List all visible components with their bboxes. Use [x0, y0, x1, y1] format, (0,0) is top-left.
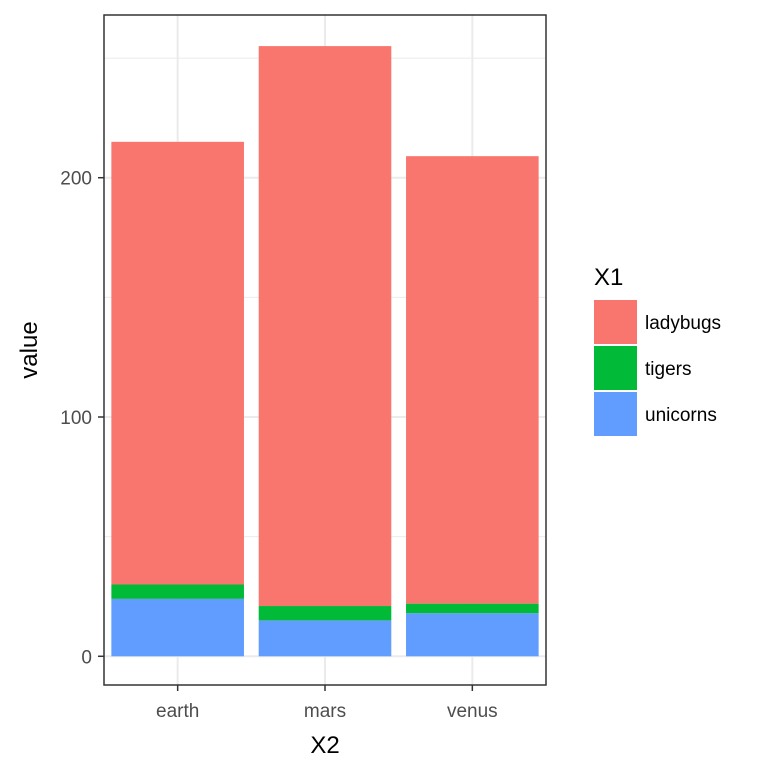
x-tick-label: mars — [304, 701, 346, 722]
bar-mars-unicorns — [258, 620, 392, 657]
legend-label-unicorns: unicorns — [645, 405, 717, 426]
bar-mars-tigers — [258, 606, 392, 621]
legend-title: X1 — [594, 264, 623, 291]
y-axis-title: value — [16, 321, 43, 378]
bar-venus-unicorns — [406, 613, 539, 657]
legend-key-unicorns — [594, 392, 637, 436]
bar-mars-ladybugs — [258, 46, 392, 607]
bar-earth-tigers — [111, 584, 244, 599]
legend-label-tigers: tigers — [645, 359, 691, 380]
bar-venus-ladybugs — [406, 156, 539, 604]
x-tick-label: earth — [156, 701, 199, 722]
x-axis-title: X2 — [310, 732, 339, 759]
bar-earth-unicorns — [111, 598, 244, 657]
x-tick-label: venus — [447, 701, 498, 722]
legend-key-tigers — [594, 346, 637, 390]
bar-venus-tigers — [406, 603, 539, 614]
y-tick-label: 0 — [81, 647, 92, 668]
legend-label-ladybugs: ladybugs — [645, 313, 721, 334]
y-tick-label: 200 — [60, 169, 92, 190]
bar-earth-ladybugs — [111, 141, 244, 585]
legend-key-ladybugs — [594, 300, 637, 344]
y-tick-label: 100 — [60, 408, 92, 429]
